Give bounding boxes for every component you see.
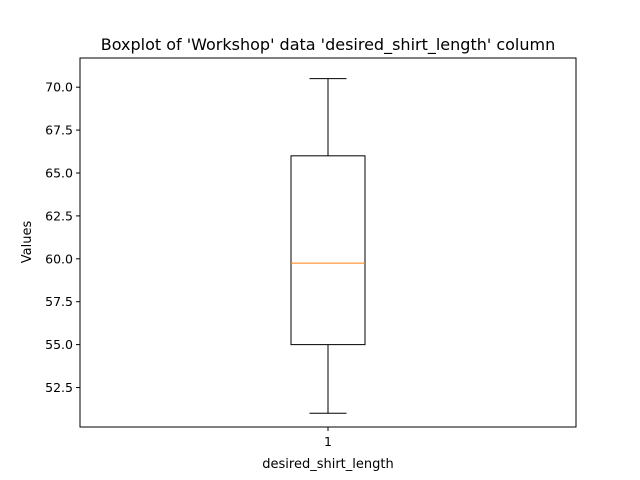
y-tick-label: 65.0 [45, 165, 73, 180]
y-axis-label: Values [20, 221, 35, 264]
y-tick-label: 67.5 [45, 123, 73, 138]
y-tick-label: 60.0 [45, 251, 73, 266]
x-axis-ticks: 1 [324, 427, 332, 449]
iqr-box [290, 155, 366, 346]
plot-frame [79, 57, 577, 428]
x-tick-label: 1 [324, 434, 332, 449]
y-tick-label: 52.5 [45, 380, 73, 395]
y-tick-label: 55.0 [45, 337, 73, 352]
box-series [290, 78, 366, 414]
y-tick-label: 57.5 [45, 294, 73, 309]
y-tick-label: 62.5 [45, 208, 73, 223]
y-axis-ticks: 52.5 55.0 57.5 60.0 62.5 65.0 67.5 70.0 [45, 80, 80, 395]
chart-title: Boxplot of 'Workshop' data 'desired_shir… [101, 35, 556, 55]
x-axis-label: desired_shirt_length [262, 457, 393, 472]
y-tick-label: 70.0 [45, 80, 73, 95]
